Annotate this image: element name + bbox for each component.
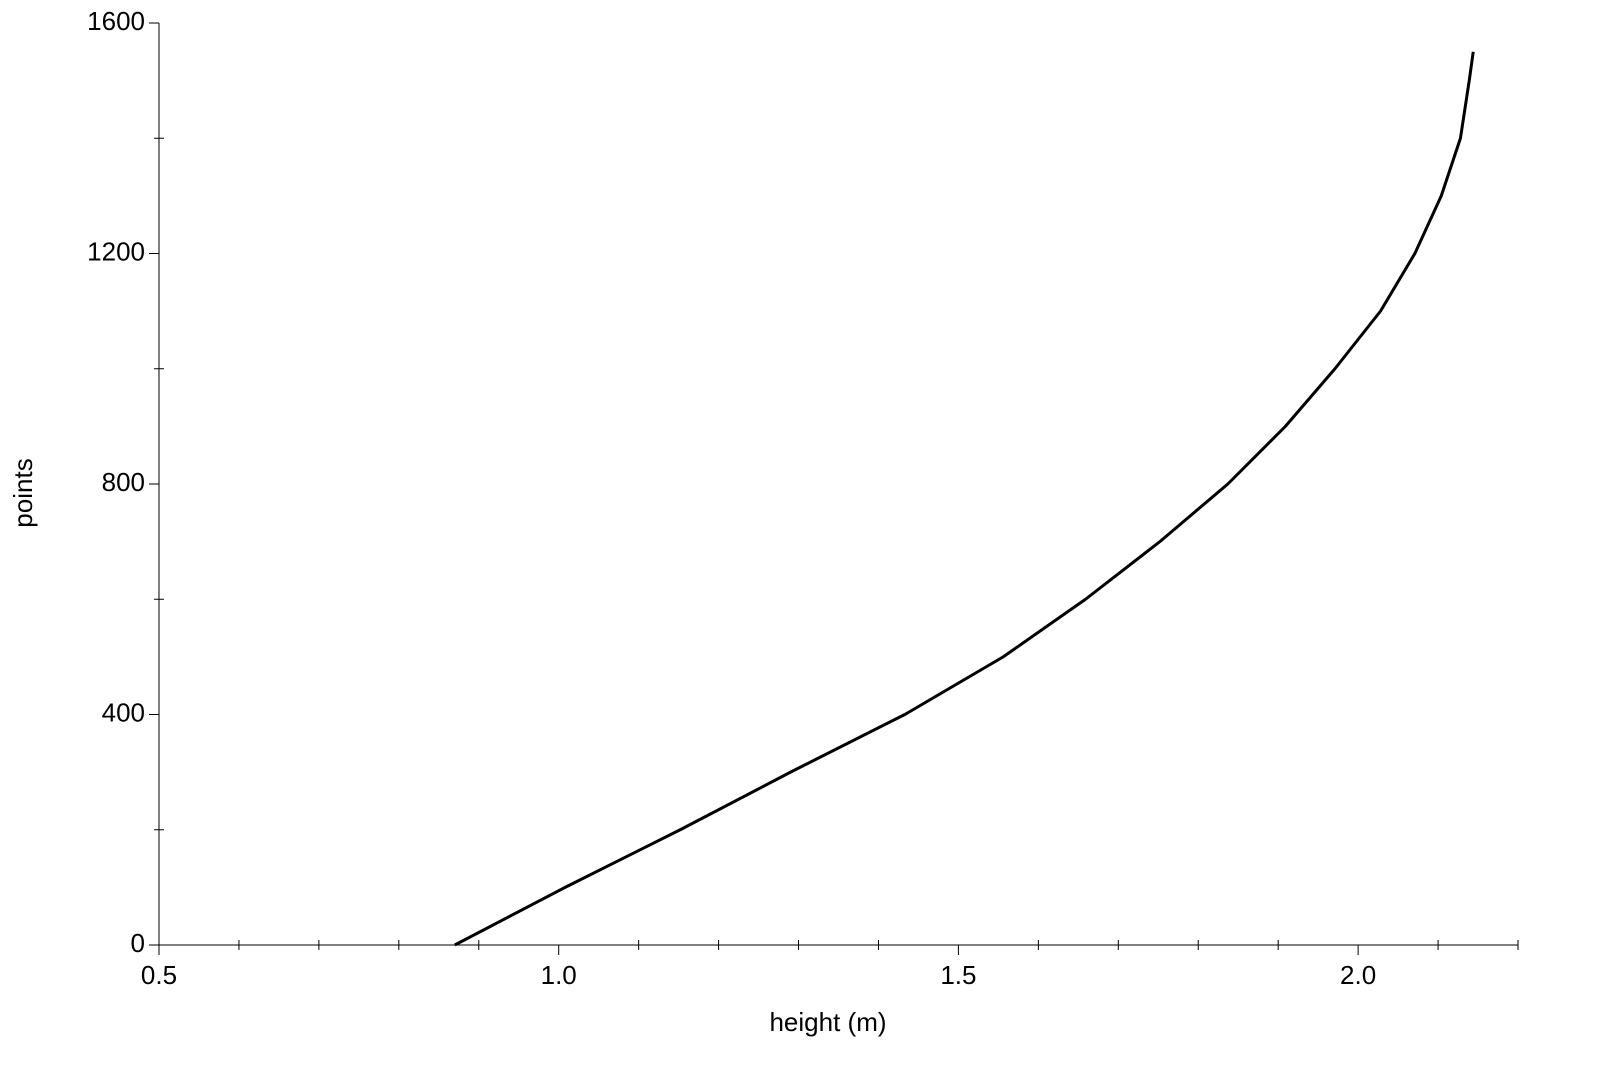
y-tick-label: 800 <box>102 467 145 497</box>
data-line <box>454 51 1475 947</box>
y-tick-label: 1600 <box>87 6 145 36</box>
x-tick-label: 2.0 <box>1340 960 1376 990</box>
x-tick-label: 0.5 <box>141 960 177 990</box>
y-axis-label: points <box>8 458 38 527</box>
y-tick-label: 0 <box>131 928 145 958</box>
x-tick-label: 1.5 <box>940 960 976 990</box>
x-tick-label: 1.0 <box>541 960 577 990</box>
y-tick-label: 1200 <box>87 236 145 266</box>
x-axis-label: height (m) <box>769 1007 886 1037</box>
y-tick-label: 400 <box>102 697 145 727</box>
